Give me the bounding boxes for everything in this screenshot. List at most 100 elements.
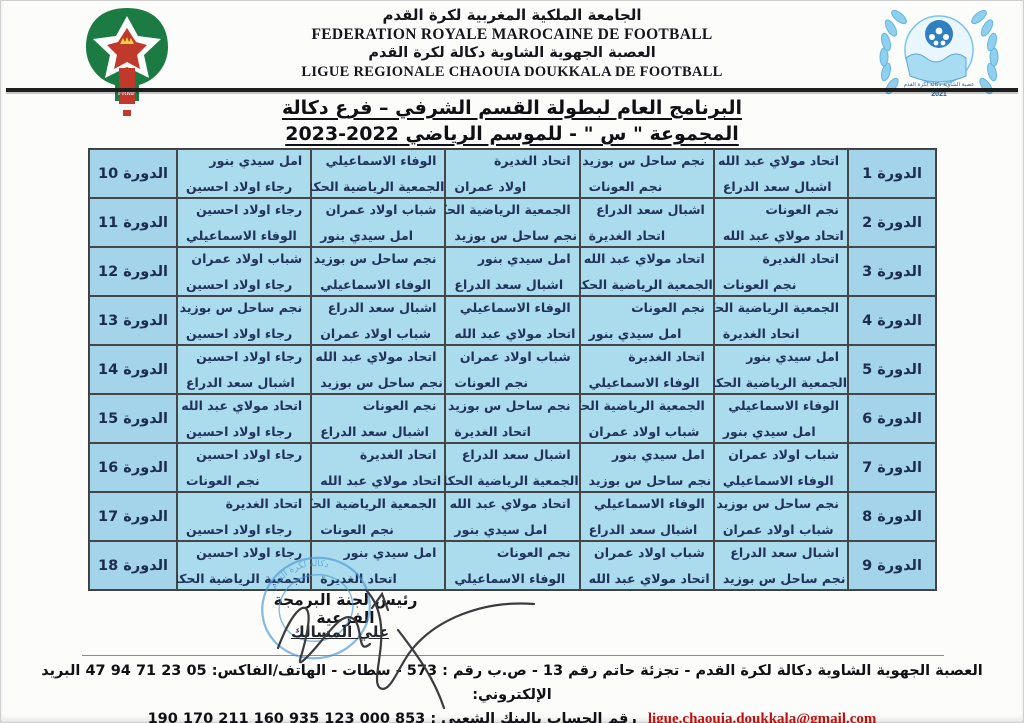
away-team: اتحاد مولاي عبد الله — [722, 227, 844, 243]
league-name-french: LIGUE REGIONALE CHAOUIA DOUKKALA DE FOOT… — [301, 64, 723, 80]
away-team: اتحاد الغديرة — [722, 325, 800, 341]
match-cell: الوفاء الاسماعيلي اتحاد مولاي عبد الله — [445, 296, 580, 345]
home-team: اتحاد الغديرة — [494, 153, 571, 168]
laurel-wreath-icon — [879, 9, 999, 95]
away-team: رجاء اولاد احسين — [186, 276, 293, 292]
away-team: رجاء اولاد احسين — [186, 521, 293, 537]
emblem-league-name: عصبة الشاوية دكالة لكرة القدم — [904, 81, 975, 88]
round-label-left: الدورة 12 — [89, 247, 178, 296]
home-team: اشبال سعد الدراع — [461, 447, 571, 462]
match-cell: اشبال سعد الدراع نجم ساحل س بوزيد — [713, 541, 848, 590]
home-team: امل سيدي بنور — [477, 251, 571, 266]
signatory-name: علي المسالك — [291, 623, 390, 641]
home-team: رجاء اولاد احسين — [196, 447, 303, 462]
match-cell: رجاء اولاد احسين اشبال سعد الدراع — [177, 345, 312, 394]
crest-frmf-label: FRMF — [118, 90, 136, 97]
document-title: البرنامج العام لبطولة القسم الشرفي – فرع… — [0, 95, 1024, 147]
home-team: اشبال سعد الدراع — [730, 545, 839, 560]
away-team: نجم ساحل س بوزيد — [588, 472, 712, 488]
crest-red-star — [107, 28, 147, 69]
round-label-right: الدورة 1 — [848, 149, 936, 198]
footer-divider-line — [82, 655, 944, 656]
home-team: نجم العونات — [496, 545, 571, 560]
home-team: الجمعية الرياضية الحكاكشة — [675, 300, 839, 315]
home-team: اتحاد مولاي عبد الله — [449, 496, 571, 511]
away-team: اتحاد مولاي عبد الله — [454, 325, 576, 341]
round-label-left: الدورة 18 — [89, 541, 178, 590]
away-team: اشبال سعد الدراع — [722, 178, 832, 194]
title-line-1: البرنامج العام لبطولة القسم الشرفي – فرع… — [282, 97, 742, 119]
match-cell: الوفاء الاسماعيلي اشبال سعد الدراع — [579, 492, 714, 541]
away-team: امل سيدي بنور — [320, 227, 413, 243]
home-team: نجم ساحل س بوزيد — [716, 496, 839, 511]
home-team: امل سيدي بنور — [612, 447, 705, 462]
round-label-right: الدورة 7 — [848, 443, 936, 492]
match-cell: اتحاد الغديرة رجاء اولاد احسين — [177, 492, 312, 541]
away-team: اتحاد الغديرة — [588, 227, 666, 243]
away-team: الجمعية الرياضية الحكاكشة — [549, 276, 713, 292]
round-label-left: الدورة 11 — [89, 198, 178, 247]
home-team: اشبال سعد الدراع — [327, 300, 437, 315]
away-team: امل سيدي بنور — [454, 521, 548, 537]
away-team: نجم ساحل س بوزيد — [320, 374, 443, 390]
round-label-right: الدورة 9 — [848, 541, 936, 590]
round-label-left: الدورة 14 — [89, 345, 178, 394]
match-cell: نجم ساحل س بوزيد رجاء اولاد احسين — [177, 296, 312, 345]
match-cell: رجاء اولاد احسين نجم العونات — [177, 443, 312, 492]
federation-name-french: FEDERATION ROYALE MAROCAINE DE FOOTBALL — [311, 26, 713, 43]
home-team: الجمعية الرياضية الحكاكشة — [273, 496, 437, 511]
match-cell: نجم العونات اتحاد مولاي عبد الله — [713, 198, 848, 247]
home-team: نجم ساحل س بوزيد — [448, 398, 571, 413]
away-team: نجم العونات — [588, 178, 663, 194]
home-team: نجم ساحل س بوزيد — [179, 300, 303, 315]
email-link[interactable]: ligue.chaouia.doukkala@gmail.com — [647, 711, 877, 723]
home-team: رجاء اولاد احسين — [196, 202, 303, 217]
match-cell: الجمعية الرياضية الحكاكشة شباب اولاد عمر… — [542, 394, 714, 443]
header-divider-line — [6, 88, 1018, 92]
match-cell: نجم ساحل س بوزيد اتحاد الغديرة — [445, 394, 580, 443]
away-team: الوفاء الاسماعيلي — [186, 227, 297, 243]
home-team: شباب اولاد عمران — [191, 251, 303, 266]
match-cell: رجاء اولاد احسين الوفاء الاسماعيلي — [177, 198, 312, 247]
match-cell: امل سيدي بنور اتحاد الغديرة — [311, 541, 446, 590]
home-team: الجمعية الرياضية الحكاكشة — [407, 202, 571, 217]
away-team: الوفاء الاسماعيلي — [454, 570, 566, 586]
home-team: نجم ساحل س بوزيد — [582, 153, 705, 168]
away-team: رجاء اولاد احسين — [186, 325, 293, 341]
home-team: شباب اولاد عمران — [459, 349, 571, 364]
away-team: اتحاد مولاي عبد الله — [588, 570, 710, 586]
match-cell: الجمعية الرياضية الحكاكشة اتحاد الغديرة — [675, 296, 848, 345]
match-cell: شباب اولاد عمران نجم العونات — [445, 345, 580, 394]
away-team: نجم ساحل س بوزيد — [454, 227, 578, 243]
match-cell: اتحاد مولاي عبد الله اشبال سعد الدراع — [713, 149, 848, 198]
footer-address-line: العصبة الجهوية الشاوية دكالة لكرة القدم … — [41, 663, 983, 703]
match-cell: الجمعية الرياضية الحكاكشة نجم ساحل س بوز… — [407, 198, 580, 247]
match-cell: اتحاد مولاي عبد الله الجمعية الرياضية ال… — [549, 247, 714, 296]
round-label-left: الدورة 13 — [89, 296, 178, 345]
away-team: نجم العونات — [722, 276, 797, 292]
away-team: نجم العونات — [454, 374, 529, 390]
home-team: اتحاد مولاي عبد الله — [583, 251, 705, 266]
match-cell: نجم العونات اشبال سعد الدراع — [311, 394, 446, 443]
round-label-right: الدورة 2 — [848, 198, 936, 247]
away-team: الجمعية الرياضية الحكاكشة — [281, 178, 445, 194]
match-cell: نجم العونات الوفاء الاسماعيلي — [445, 541, 580, 590]
match-cell: نجم ساحل س بوزيد نجم العونات — [579, 149, 714, 198]
bank-account-text: رقم الحساب بالبنك الشعبي : 853 000 123 9… — [147, 711, 637, 723]
away-team: امل سيدي بنور — [722, 423, 816, 439]
away-team: اولاد عمران — [454, 178, 527, 194]
home-team: اتحاد الغديرة — [628, 349, 705, 364]
round-label-right: الدورة 4 — [848, 296, 936, 345]
away-team: اشبال سعد الدراع — [320, 423, 429, 439]
league-emblem-logo: عصبة الشاوية دكالة لكرة القدم 2021 — [879, 9, 999, 98]
home-team: شباب اولاد عمران — [325, 202, 437, 217]
home-team: اشبال سعد الدراع — [596, 202, 705, 217]
title-line-2: المجموعة " س " - للموسم الرياضي 2022-202… — [285, 123, 739, 145]
match-cell: اشبال سعد الدراع شباب اولاد عمران — [311, 296, 446, 345]
home-team: امل سيدي بنور — [209, 153, 303, 168]
away-team: اشبال سعد الدراع — [454, 276, 564, 292]
home-team: اتحاد مولاي عبد الله — [717, 153, 839, 168]
away-team: نجم العونات — [186, 472, 260, 488]
away-team: الجمعية الرياضية الحكاكشة — [415, 472, 579, 488]
round-label-left: الدورة 16 — [89, 443, 178, 492]
